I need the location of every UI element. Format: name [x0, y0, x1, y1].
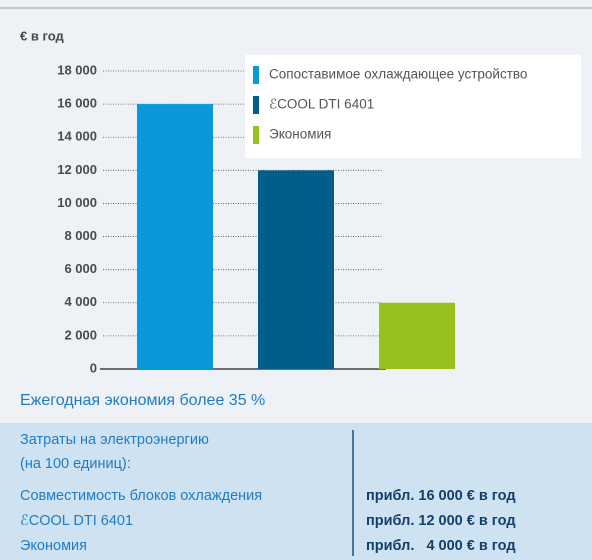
y-tick-label: 16 000: [57, 96, 97, 111]
table-label: Экономия: [20, 538, 87, 554]
y-tick-label: 14 000: [57, 129, 97, 144]
legend-swatch: [253, 126, 259, 144]
y-tick-label: 12 000: [57, 162, 97, 177]
bar: [258, 170, 334, 369]
legend-label: ℰCOOL DTI 6401: [269, 97, 374, 112]
y-tick-label: 8 000: [64, 228, 97, 243]
bar: [379, 302, 455, 369]
legend-label: Экономия: [269, 127, 331, 142]
y-axis-label: € в год: [20, 28, 64, 43]
table-value: прибл. 16 000 € в год: [366, 488, 516, 504]
table-label: ℰCOOL DTI 6401: [20, 513, 133, 529]
y-tick-label: 0: [90, 360, 97, 375]
table-value: прибл. 12 000 € в год: [366, 513, 516, 529]
table-label: Совместимость блоков охлаждения: [20, 488, 262, 504]
legend-label: Сопоставимое охлаждающее устройство: [269, 67, 527, 82]
legend-swatch: [253, 96, 259, 114]
legend-box: [245, 55, 581, 158]
y-tick-label: 4 000: [64, 294, 97, 309]
summary: Ежегодная экономия более 35 %: [20, 392, 265, 409]
table-heading: (на 100 единиц):: [20, 456, 131, 472]
table-value: прибл. 4 000 € в год: [366, 538, 516, 554]
y-tick-label: 10 000: [57, 195, 97, 210]
table-background: [0, 423, 592, 560]
y-tick-label: 6 000: [64, 261, 97, 276]
bar: [137, 104, 213, 369]
legend-swatch: [253, 66, 259, 84]
table-heading: Затраты на электроэнергию: [20, 432, 209, 448]
y-tick-label: 18 000: [57, 62, 97, 77]
y-tick-label: 2 000: [64, 327, 97, 342]
